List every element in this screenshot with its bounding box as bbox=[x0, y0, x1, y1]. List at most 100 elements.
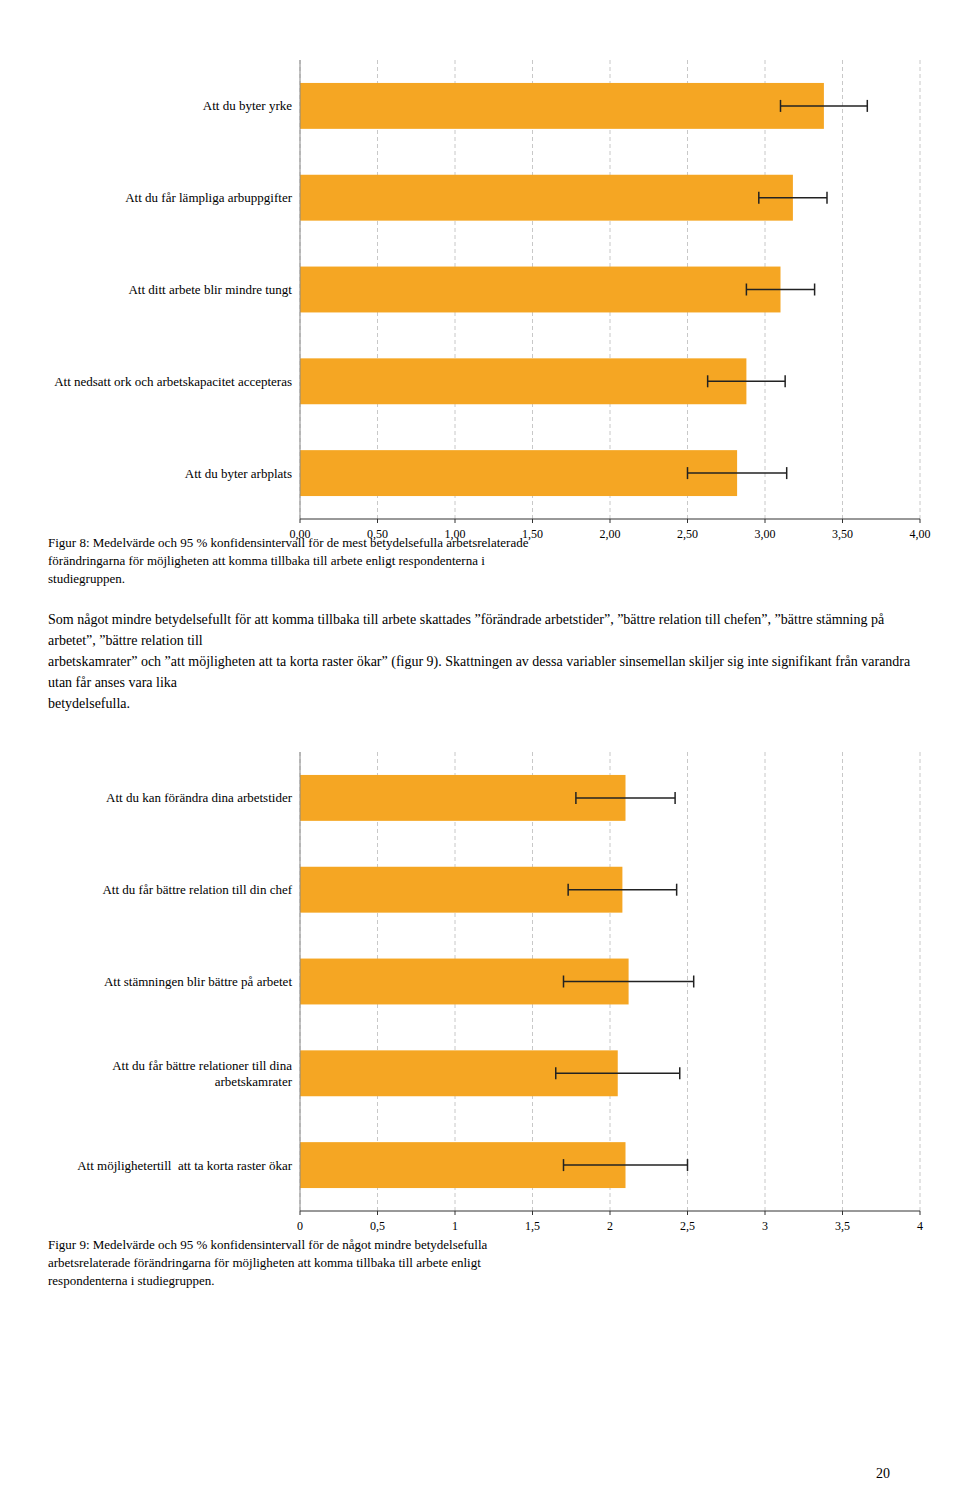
tick-mark bbox=[532, 1211, 533, 1215]
category-label-line: Att du får lämpliga arbuppgifter bbox=[125, 190, 292, 205]
tick-label: 3,00 bbox=[755, 527, 776, 541]
marks bbox=[300, 775, 694, 1188]
bar bbox=[300, 450, 737, 496]
error-line bbox=[576, 797, 675, 799]
error-line bbox=[556, 1073, 680, 1075]
category-label-line: Att du får bättre relation till din chef bbox=[102, 882, 292, 897]
error-cap bbox=[674, 792, 676, 804]
tick-label: 0,5 bbox=[370, 1219, 385, 1233]
error-cap bbox=[786, 467, 788, 479]
caption-line: förändringarna för möjligheten att komma… bbox=[48, 552, 920, 570]
error-line bbox=[708, 381, 786, 383]
bar bbox=[300, 267, 781, 313]
category-label: Att du får bättre relation till din chef bbox=[102, 882, 292, 897]
category-label: Att nedsatt ork och arbetskapacitet acce… bbox=[54, 374, 292, 389]
grid-line bbox=[300, 752, 301, 1211]
tick-mark bbox=[455, 519, 456, 523]
error-bar bbox=[746, 284, 814, 296]
caption: Figur 9: Medelvärde och 95 % konfidensin… bbox=[48, 1236, 920, 1291]
tick-mark bbox=[455, 1211, 456, 1215]
y-axis-line bbox=[300, 60, 301, 519]
error-bar bbox=[781, 100, 868, 112]
error-cap bbox=[687, 467, 689, 479]
tick-mark bbox=[765, 519, 766, 523]
category-label-line: arbetskamrater bbox=[215, 1074, 293, 1089]
grid-line bbox=[920, 752, 921, 1211]
error-line bbox=[759, 197, 827, 199]
tick-mark bbox=[842, 1211, 843, 1215]
error-line bbox=[746, 289, 814, 291]
chart: 00,511,522,533,54Att du kan förändra din… bbox=[77, 752, 923, 1233]
category-label: Att ditt arbete blir mindre tungt bbox=[128, 282, 292, 297]
error-cap bbox=[676, 884, 678, 896]
caption-line: respondenterna i studiegruppen. bbox=[48, 1272, 920, 1290]
tick-mark bbox=[842, 519, 843, 523]
grid-line bbox=[842, 752, 843, 1211]
grid-line bbox=[765, 752, 766, 1211]
caption-line: Figur 9: Medelvärde och 95 % konfidensin… bbox=[48, 1236, 920, 1254]
bar bbox=[300, 175, 793, 221]
error-cap bbox=[687, 1159, 689, 1171]
error-bar bbox=[759, 192, 827, 204]
error-line bbox=[564, 981, 694, 983]
tick-mark bbox=[377, 519, 378, 523]
tick-label: 3 bbox=[762, 1219, 768, 1233]
category-label-line: Att ditt arbete blir mindre tungt bbox=[128, 282, 292, 297]
text-line: Som något mindre betydelsefullt för att … bbox=[48, 609, 920, 651]
error-bar bbox=[708, 375, 786, 387]
error-cap bbox=[555, 1067, 557, 1079]
caption-line: studiegruppen. bbox=[48, 570, 920, 588]
category-label: Att möjlighetertill att ta korta raster … bbox=[77, 1158, 292, 1173]
text-line: arbetskamrater” och ”att möjligheten att… bbox=[48, 651, 920, 693]
tick-mark bbox=[300, 1211, 301, 1215]
error-line bbox=[564, 1164, 688, 1166]
error-bar bbox=[556, 1067, 680, 1079]
category-label: Att du kan förändra dina arbetstider bbox=[106, 790, 293, 805]
tick-label: 0 bbox=[297, 1219, 303, 1233]
tick-label: 2,00 bbox=[600, 527, 621, 541]
tick-label: 3,5 bbox=[835, 1219, 850, 1233]
tick-label: 1 bbox=[452, 1219, 458, 1233]
error-bar bbox=[688, 467, 787, 479]
category-label: Att du byter arbplats bbox=[185, 466, 292, 481]
error-cap bbox=[563, 1159, 565, 1171]
text-block: Som något mindre betydelsefullt för att … bbox=[48, 609, 920, 714]
bar bbox=[300, 358, 746, 404]
error-cap bbox=[746, 284, 748, 296]
tick-mark bbox=[920, 519, 921, 523]
error-cap bbox=[693, 976, 695, 988]
error-line bbox=[568, 889, 677, 891]
category-label-line: Att du kan förändra dina arbetstider bbox=[106, 790, 293, 805]
category-label-line: Att möjlighetertill att ta korta raster … bbox=[77, 1158, 292, 1173]
tick-mark bbox=[610, 519, 611, 523]
category-label-line: Att du får bättre relationer till dina bbox=[112, 1058, 292, 1073]
error-cap bbox=[758, 192, 760, 204]
tick-label: 1,5 bbox=[525, 1219, 540, 1233]
tick-label: 3,50 bbox=[832, 527, 853, 541]
tick-mark bbox=[610, 1211, 611, 1215]
error-cap bbox=[679, 1067, 681, 1079]
tick-mark bbox=[687, 519, 688, 523]
category-label: Att du får bättre relationer till dinaar… bbox=[112, 1058, 292, 1089]
tick-mark bbox=[532, 519, 533, 523]
grid-line bbox=[920, 60, 921, 519]
tick-mark bbox=[300, 519, 301, 523]
chart: 0,000,501,001,502,002,503,003,504,00Att … bbox=[54, 60, 930, 541]
error-bar bbox=[564, 976, 694, 988]
tick-label: 4,00 bbox=[910, 527, 931, 541]
bar bbox=[300, 83, 824, 129]
error-line bbox=[781, 105, 868, 107]
error-line bbox=[688, 472, 787, 474]
category-label-line: Att nedsatt ork och arbetskapacitet acce… bbox=[54, 374, 292, 389]
y-axis-line bbox=[300, 752, 301, 1211]
grid-line bbox=[842, 60, 843, 519]
error-cap bbox=[814, 284, 816, 296]
error-cap bbox=[563, 976, 565, 988]
grid-line bbox=[300, 60, 301, 519]
tick-mark bbox=[687, 1211, 688, 1215]
error-cap bbox=[567, 884, 569, 896]
error-cap bbox=[707, 375, 709, 387]
caption-line: Figur 8: Medelvärde och 95 % konfidensin… bbox=[48, 534, 920, 552]
category-label: Att du byter yrke bbox=[203, 98, 292, 113]
tick-mark bbox=[920, 1211, 921, 1215]
